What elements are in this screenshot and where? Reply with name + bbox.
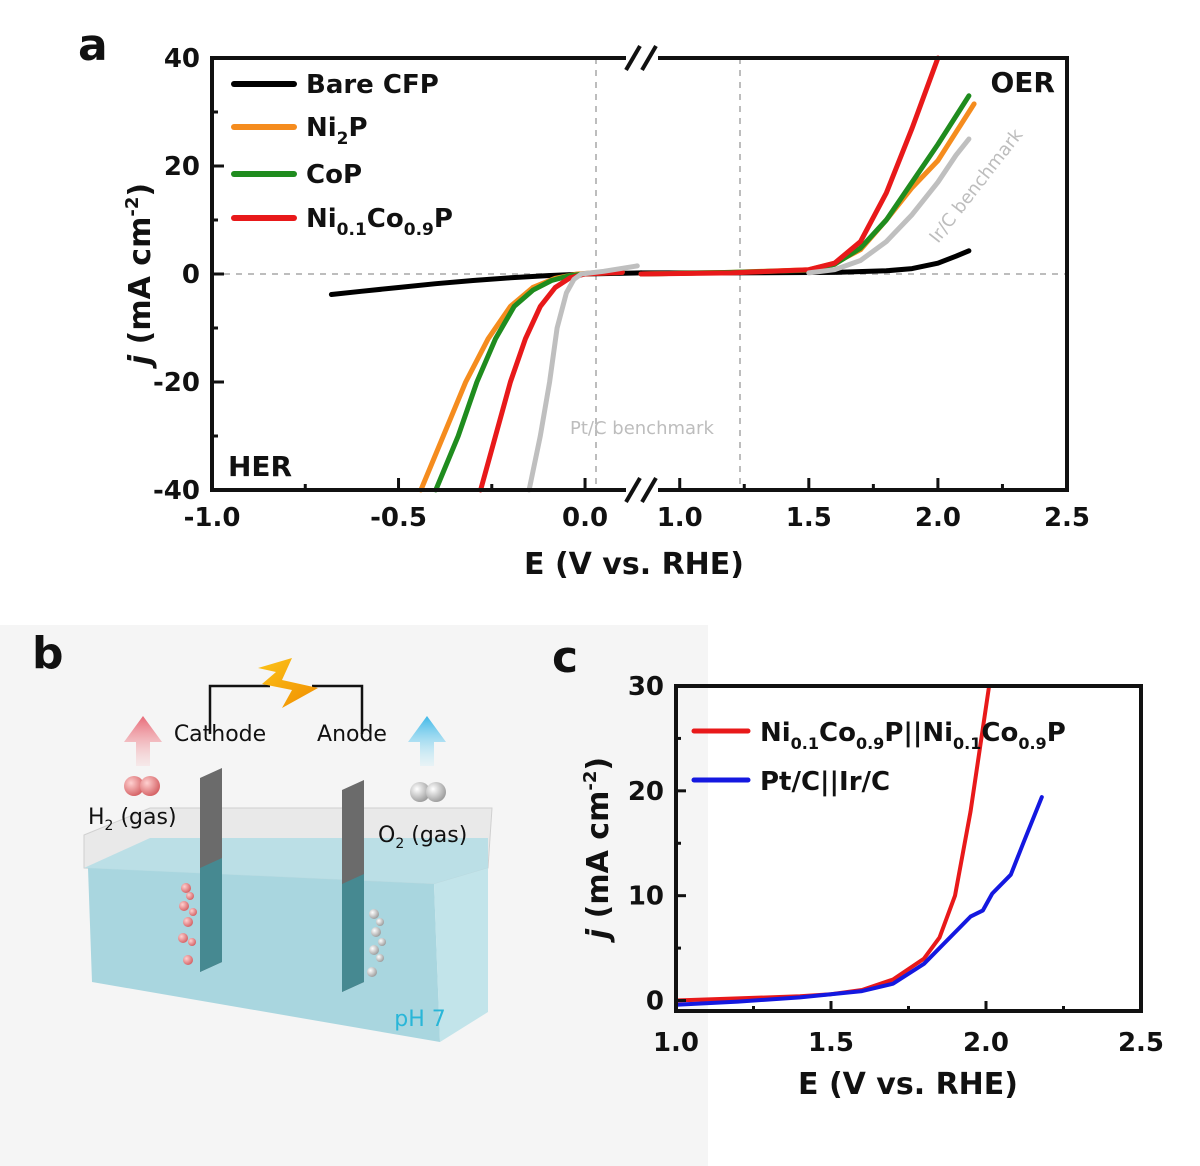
x-tick-label: 2.5 <box>1118 1028 1164 1058</box>
x-tick-label: 2.5 <box>1044 503 1090 533</box>
legend: Ni0.1Co0.9P||Ni0.1Co0.9P Pt/C||Ir/C <box>691 718 1066 797</box>
series-line-oer-ni0-1co0-9p <box>638 55 941 277</box>
x-axis-label: E (V vs. RHE) <box>524 547 744 582</box>
tick-group: 0 10 20 30 1.0 1.5 2.0 2.5 <box>628 672 1164 1058</box>
chart-a: -40 -20 0 20 40 -1.0 -0.5 0.0 1.0 1.5 2.0 2.5 E (V … <box>122 44 1090 582</box>
h2-gas-label: H2 (gas) <box>88 805 177 834</box>
h2-molecule-icon <box>124 776 144 796</box>
panel-a-letter: a <box>78 20 108 71</box>
x-tick-label: -0.5 <box>370 503 427 533</box>
h2-arrow-icon <box>124 716 162 766</box>
x-tick-label: 2.0 <box>915 503 961 533</box>
ptc-benchmark-label: Pt/C benchmark <box>570 418 714 439</box>
anode-label: Anode <box>317 722 387 747</box>
tick-group: -40 -20 0 20 40 -1.0 -0.5 0.0 1.0 1.5 2.0 2.5 <box>153 44 1090 533</box>
y-tick-label: 20 <box>164 152 200 182</box>
x-tick-label: 1.5 <box>786 503 832 533</box>
o2-arrow-icon <box>408 716 446 766</box>
legend-label-ni2p: Ni2P <box>306 113 368 149</box>
legend-label-ptc-irc: Pt/C||Ir/C <box>760 767 890 797</box>
chart-c: 0 10 20 30 1.0 1.5 2.0 2.5 E (V vs. RHE) j (mA … <box>580 672 1164 1102</box>
cathode-label: Cathode <box>174 722 266 747</box>
series-line-oer-ir-c-benchmark <box>806 136 972 276</box>
electrolyte-side <box>434 868 488 1042</box>
x-tick-label: 1.5 <box>808 1028 854 1058</box>
axis-break <box>624 44 658 504</box>
series-line-oer-cop <box>638 93 972 277</box>
oer-label: OER <box>991 66 1056 99</box>
y-axis-label: j (mA cm-2) <box>580 757 616 943</box>
electrolyte-top <box>84 838 488 884</box>
x-axis-label: E (V vs. RHE) <box>798 1067 1018 1102</box>
circuit-wire <box>208 684 270 734</box>
y-tick-label: 20 <box>628 777 664 807</box>
y-tick-label: -20 <box>153 368 200 398</box>
y-tick-label: 30 <box>628 672 664 702</box>
y-tick-label: 0 <box>646 987 664 1017</box>
her-label: HER <box>228 450 292 483</box>
panel-c-letter: c <box>552 632 578 683</box>
legend-label-nicop: Ni0.1Co0.9P <box>306 204 453 240</box>
y-tick-label: 0 <box>182 260 200 290</box>
series-line-her-bare-cfp <box>328 270 644 297</box>
y-axis-label: j (mA cm-2) <box>122 183 158 369</box>
legend-label-nicop-nicop: Ni0.1Co0.9P||Ni0.1Co0.9P <box>760 718 1066 753</box>
legend-label-cop: CoP <box>306 160 362 190</box>
series-line-ptc-irc <box>674 795 1044 1007</box>
o2-molecule-icon <box>410 782 430 802</box>
x-tick-label: 0.0 <box>562 503 608 533</box>
o2-gas-label: O2 (gas) <box>378 823 467 852</box>
o2-bubbles <box>367 909 386 977</box>
y-tick-label: 40 <box>164 44 200 74</box>
x-tick-label: -1.0 <box>184 503 241 533</box>
panel-b-letter: b <box>32 628 64 679</box>
y-tick-label: -40 <box>153 476 200 506</box>
series-group <box>328 55 977 493</box>
electrolyzer-schematic: Cathode Anode H2 (gas) O2 (gas) <box>83 658 493 1042</box>
series-line-oer-ni2p <box>638 101 977 277</box>
x-tick-label: 1.0 <box>657 503 703 533</box>
x-tick-label: 1.0 <box>653 1028 699 1058</box>
legend-label-bare-cfp: Bare CFP <box>306 70 439 100</box>
lightning-icon <box>258 658 318 708</box>
y-tick-label: 10 <box>628 882 664 912</box>
x-tick-label: 2.0 <box>963 1028 1009 1058</box>
series-line-her-pt-c-benchmark <box>526 263 640 493</box>
legend: Bare CFP Ni2P CoP Ni0.1Co0.9P <box>231 70 453 240</box>
h2-bubbles <box>178 883 197 965</box>
ph-label: pH 7 <box>394 1007 446 1032</box>
series-group <box>674 684 1044 1007</box>
